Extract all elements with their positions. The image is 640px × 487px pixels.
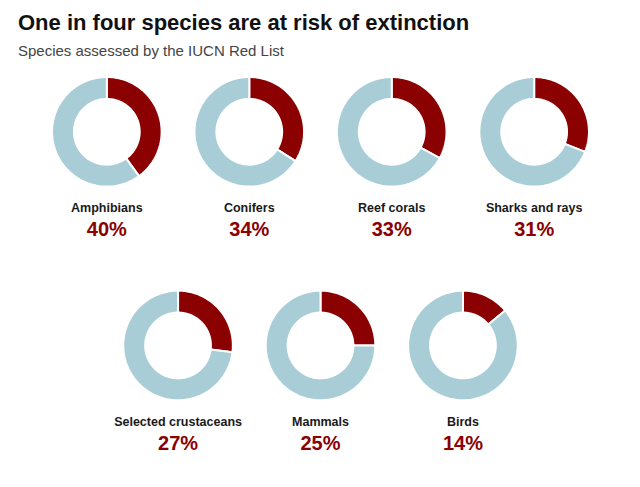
- html-text:One in four species are at ris: One in four species are at risk of extin…: [18, 10, 470, 35]
- html-text:Species assessed by the IUCN R: Species assessed by the IUCN Red List: [18, 42, 284, 59]
- svg-text:40%: 40%: [87, 218, 127, 240]
- svg-text:Selected crustaceans: Selected crustaceans: [114, 415, 242, 429]
- svg-text:14%: 14%: [443, 432, 483, 454]
- svg-text:Birds: Birds: [447, 415, 479, 429]
- svg-text:27%: 27%: [158, 432, 198, 454]
- svg-text:Sharks and rays: Sharks and rays: [486, 201, 583, 215]
- svg-text:Amphibians: Amphibians: [71, 201, 143, 215]
- svg-text:Mammals: Mammals: [292, 415, 349, 429]
- svg-text:Conifers: Conifers: [224, 201, 275, 215]
- svg-text:34%: 34%: [229, 218, 269, 240]
- svg-text:25%: 25%: [300, 432, 340, 454]
- svg-text:33%: 33%: [372, 218, 412, 240]
- svg-text:Reef corals: Reef corals: [358, 201, 425, 215]
- svg-text:31%: 31%: [514, 218, 554, 240]
